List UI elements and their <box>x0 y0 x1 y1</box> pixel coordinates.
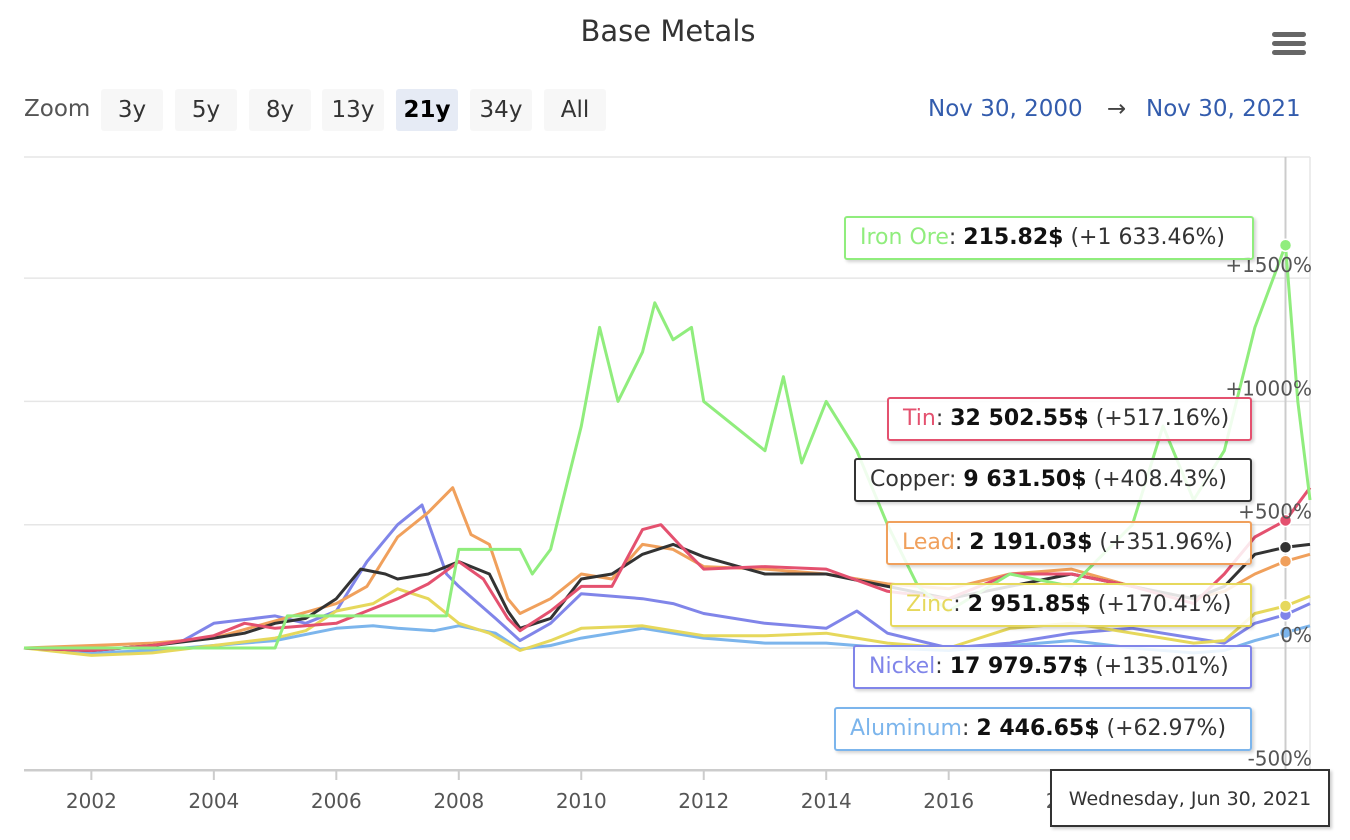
tooltip-change: (+62.97%) <box>1099 716 1227 741</box>
zoom-button-13y[interactable]: 13y <box>322 89 384 131</box>
hamburger-menu-icon[interactable] <box>1272 32 1306 58</box>
x-tick-label-2014: 2014 <box>801 789 852 813</box>
y-tick-label-0: -500% <box>1248 746 1312 770</box>
tooltip-separator: : <box>935 654 950 679</box>
tooltip-value: 2 951.85$ <box>967 592 1091 617</box>
tooltip-separator: : <box>953 592 968 617</box>
tooltip-name: Zinc <box>906 592 954 617</box>
tooltip-separator: : <box>948 225 964 250</box>
tooltip-tin: Tin: 32 502.55$ (+517.16%) <box>887 397 1252 441</box>
tooltip-copper: Copper: 9 631.50$ (+408.43%) <box>854 458 1252 502</box>
tooltip-value: 17 979.57$ <box>949 654 1089 679</box>
tooltip-name: Aluminum <box>850 716 962 741</box>
hover-markers <box>1278 238 1293 640</box>
x-tick-label-2006: 2006 <box>311 789 362 813</box>
tooltip-value: 215.82$ <box>963 225 1064 250</box>
tooltip-name: Copper <box>870 467 949 492</box>
tooltip-name: Iron Ore <box>860 225 949 250</box>
marker-aluminum <box>1278 625 1293 640</box>
marker-zinc <box>1278 599 1293 613</box>
zoom-button-8y[interactable]: 8y <box>249 89 311 131</box>
tooltip-separator: : <box>948 467 964 492</box>
tooltip-change: (+517.16%) <box>1088 406 1230 431</box>
tooltip-iron-ore: Iron Ore: 215.82$ (+1 633.46%) <box>844 216 1254 260</box>
zoom-button-3y[interactable]: 3y <box>101 89 163 131</box>
range-to-input[interactable]: Nov 30, 2021 <box>1146 96 1301 122</box>
tooltip-separator: : <box>935 406 951 431</box>
marker-lead <box>1278 554 1293 568</box>
series-line-zinc <box>23 587 1311 657</box>
y-tick-label-1: 0% <box>1280 623 1312 647</box>
hover-date-tooltip: Wednesday, Jun 30, 2021 <box>1050 769 1330 827</box>
tooltip-name: Nickel <box>869 654 936 679</box>
tooltip-value: 32 502.55$ <box>950 406 1089 431</box>
tooltip-lead: Lead: 2 191.03$ (+351.96%) <box>886 521 1252 565</box>
y-tick-label-3: +1000% <box>1225 376 1312 400</box>
marker-tin <box>1278 513 1293 528</box>
tooltip-separator: : <box>961 716 977 741</box>
x-tick-label-2002: 2002 <box>66 789 117 813</box>
tooltip-value: 9 631.50$ <box>963 467 1087 492</box>
zoom-label: Zoom <box>24 96 91 122</box>
zoom-button-34y[interactable]: 34y <box>470 89 532 131</box>
tooltip-name: Tin <box>903 406 936 431</box>
tooltip-value: 2 446.65$ <box>976 716 1100 741</box>
zoom-button-All[interactable]: All <box>544 89 606 131</box>
tooltip-change: (+408.43%) <box>1086 467 1228 492</box>
tooltip-change: (+170.41%) <box>1090 592 1232 617</box>
range-arrow: → <box>1107 96 1127 122</box>
x-tick-label-2012: 2012 <box>678 789 729 813</box>
axes: 2002200420062008201020122014201620182020… <box>24 253 1312 813</box>
y-tick-label-2: +500% <box>1238 500 1312 524</box>
x-tick-label-2008: 2008 <box>433 789 484 813</box>
tooltip-change: (+135.01%) <box>1088 654 1229 679</box>
tooltip-change: (+351.96%) <box>1092 530 1233 555</box>
x-tick-label-2010: 2010 <box>556 789 607 813</box>
marker-copper <box>1278 540 1293 555</box>
tooltip-value: 2 191.03$ <box>969 530 1093 555</box>
tooltip-separator: : <box>954 530 970 555</box>
x-tick-label-2004: 2004 <box>188 789 239 813</box>
tooltip-zinc: Zinc: 2 951.85$ (+170.41%) <box>890 583 1252 627</box>
zoom-button-21y[interactable]: 21y <box>396 89 458 131</box>
x-tick-label-2016: 2016 <box>923 789 974 813</box>
range-from-input[interactable]: Nov 30, 2000 <box>928 96 1083 122</box>
tooltip-nickel: Nickel: 17 979.57$ (+135.01%) <box>853 645 1252 689</box>
tooltip-change: (+1 633.46%) <box>1063 225 1225 250</box>
chart-title: Base Metals <box>580 14 756 48</box>
marker-iron-ore <box>1278 238 1293 252</box>
zoom-button-5y[interactable]: 5y <box>175 89 237 131</box>
tooltip-name: Lead <box>902 530 955 555</box>
tooltip-aluminum: Aluminum: 2 446.65$ (+62.97%) <box>834 707 1252 751</box>
series-line-tin <box>23 486 1312 652</box>
